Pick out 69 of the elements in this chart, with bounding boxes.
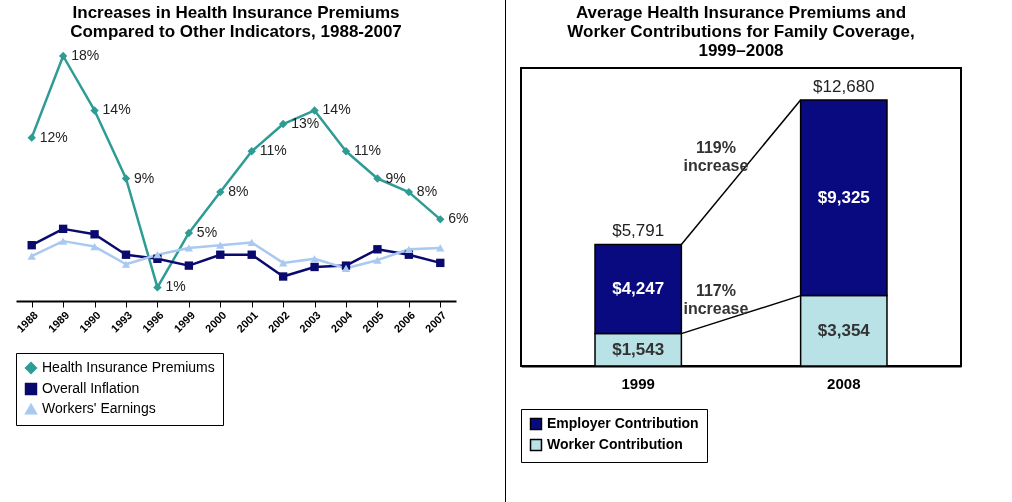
point: [310, 262, 319, 272]
point: [278, 259, 288, 267]
point: [90, 230, 99, 239]
point: [278, 119, 288, 129]
data-label: 13%: [291, 115, 320, 132]
point: [404, 187, 414, 197]
point: [58, 224, 68, 234]
point: [247, 147, 256, 156]
legend-label: Health Insurance Premiums: [42, 359, 215, 375]
data-label: 12%: [39, 128, 68, 145]
legend-label: Worker Contribution: [547, 436, 683, 452]
data-label: 14%: [322, 101, 351, 118]
point: [90, 242, 99, 251]
data-label: $3,354: [817, 320, 871, 340]
point: [90, 106, 99, 115]
data-label: 8%: [228, 183, 249, 200]
data-label: 11%: [354, 142, 381, 159]
data-label: 11%: [259, 142, 287, 159]
point: [121, 174, 131, 183]
chart-title: Average Health Insurance Premiums and Worker Contributions for Family Coverage, 1999–2008: [567, 3, 915, 60]
point: [27, 252, 36, 260]
data-label: 18%: [71, 47, 100, 63]
point: [216, 187, 225, 197]
data-label: 8%: [416, 183, 438, 200]
legend-label: Workers' Earnings: [42, 400, 156, 416]
chart-title: Increases in Health Insurance Premiums Compared to Other Indicators, 1988-2007: [70, 3, 402, 41]
point: [341, 147, 351, 156]
point: [436, 215, 445, 224]
point: [247, 238, 256, 247]
data-label: 6%: [448, 210, 469, 227]
data-label: 1%: [165, 278, 186, 295]
point: [184, 261, 194, 270]
point: [216, 241, 225, 249]
point: [216, 250, 225, 259]
total-label: $12,680: [813, 76, 875, 96]
data-label: 9%: [385, 169, 406, 186]
data-label: $4,247: [612, 279, 665, 299]
data-label: 5%: [196, 223, 218, 240]
point: [184, 244, 194, 252]
data-label: 9%: [134, 169, 155, 186]
point: [27, 133, 36, 142]
point: [373, 256, 382, 264]
annotation: 119% increase: [683, 139, 749, 175]
data-label: 14%: [102, 101, 131, 118]
legend-label: Overall Inflation: [42, 380, 140, 396]
point: [184, 228, 194, 238]
data-label: $9,325: [817, 187, 870, 207]
point: [373, 245, 382, 254]
point: [310, 106, 319, 115]
point: [121, 260, 131, 268]
point: [153, 283, 162, 292]
point: [27, 241, 36, 250]
point: [58, 51, 68, 61]
point: [436, 244, 445, 252]
annotation: 117% increase: [683, 281, 749, 317]
point: [58, 237, 68, 245]
point: [373, 174, 382, 183]
x-tick-label: 2008: [827, 374, 861, 392]
data-label: $1,543: [612, 339, 665, 359]
point: [278, 272, 288, 281]
total-label: $5,791: [612, 221, 665, 241]
point: [436, 258, 445, 268]
point: [404, 245, 414, 253]
point: [310, 255, 319, 263]
point: [247, 250, 256, 259]
legend-label: Employer Contribution: [547, 415, 699, 431]
point: [153, 251, 162, 259]
x-tick-label: 1999: [621, 374, 655, 392]
point: [121, 250, 131, 259]
